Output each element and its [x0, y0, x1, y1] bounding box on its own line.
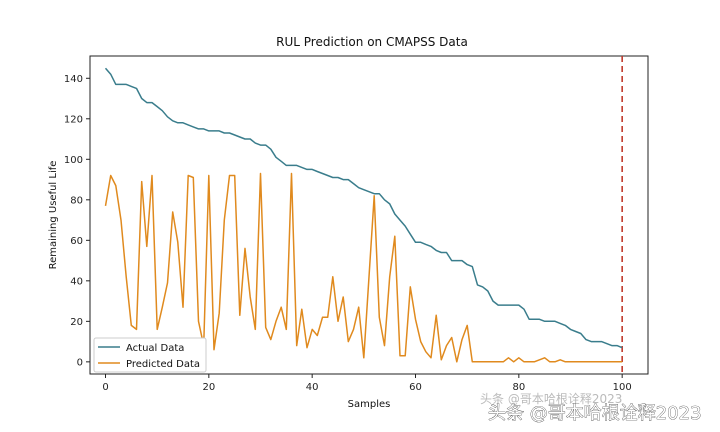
x-tick-label: 40: [306, 382, 319, 393]
x-tick-label: 0: [102, 382, 108, 393]
series-line-predicted: [104, 172, 623, 363]
y-tick-label: 40: [70, 276, 83, 287]
series-layer: [104, 67, 623, 363]
y-axis: 0 20 40 60 80 100 120 140: [64, 74, 90, 368]
x-axis-label: Samples: [348, 399, 391, 410]
legend-box: [93, 337, 207, 373]
y-tick-label: 100: [64, 155, 83, 166]
legend: Actual Data Predicted Data: [93, 337, 207, 373]
y-tick-label: 60: [70, 236, 83, 247]
series-line-actual: [104, 67, 623, 349]
x-tick-label: 20: [202, 382, 215, 393]
chart-title: RUL Prediction on CMAPSS Data: [276, 35, 468, 49]
y-tick-label: 0: [77, 357, 83, 368]
x-tick-label: 100: [613, 382, 632, 393]
y-axis-label: Remaining Useful Life: [48, 161, 59, 270]
y-tick-label: 140: [64, 74, 83, 85]
y-tick-label: 80: [70, 195, 83, 206]
legend-label-actual: Actual Data: [126, 343, 184, 354]
x-tick-label: 60: [409, 382, 422, 393]
y-tick-label: 120: [64, 114, 83, 125]
y-tick-label: 20: [70, 317, 83, 328]
watermark: 头条 @哥本哈根诠释2023: [488, 403, 702, 424]
x-tick-label: 80: [512, 382, 525, 393]
legend-label-predicted: Predicted Data: [126, 359, 200, 370]
x-axis: 0 20 40 60 80 100: [102, 374, 632, 393]
watermark-faint: 头条 @哥本哈根诠释2023: [480, 391, 622, 406]
